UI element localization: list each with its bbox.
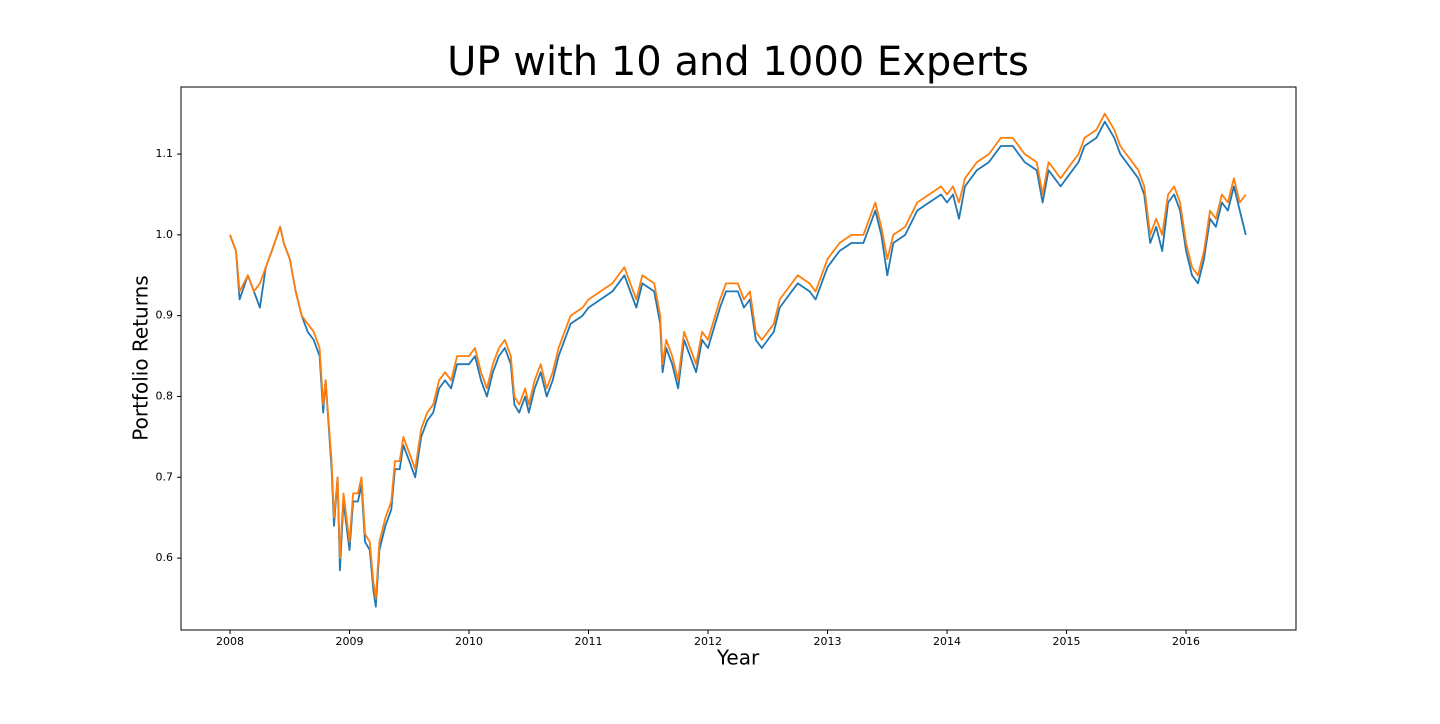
y-tick-label: 0.9 xyxy=(156,309,174,322)
chart-title: UP with 10 and 1000 Experts xyxy=(447,39,1029,85)
x-tick-label: 2008 xyxy=(216,635,244,648)
y-tick-label: 1.1 xyxy=(156,147,174,160)
x-tick-label: 2013 xyxy=(814,635,842,648)
data-line xyxy=(229,112,1247,600)
x-tick-label: 2015 xyxy=(1053,635,1081,648)
y-tick-label: 0.6 xyxy=(156,551,174,564)
y-tick-label: 0.7 xyxy=(156,470,174,483)
plot-frame xyxy=(180,86,1297,631)
x-tick-label: 2011 xyxy=(575,635,603,648)
x-tick-label: 2016 xyxy=(1172,635,1200,648)
x-tick-label: 2012 xyxy=(694,635,722,648)
data-line xyxy=(229,120,1247,608)
y-tick-label: 0.8 xyxy=(156,389,174,402)
y-tick-label: 1.0 xyxy=(156,228,174,241)
y-axis-label: Portfolio Returns xyxy=(129,275,153,440)
x-tick-label: 2009 xyxy=(336,635,364,648)
x-axis-label: Year xyxy=(716,646,760,670)
x-tick-label: 2010 xyxy=(455,635,483,648)
x-tick-label: 2014 xyxy=(933,635,961,648)
